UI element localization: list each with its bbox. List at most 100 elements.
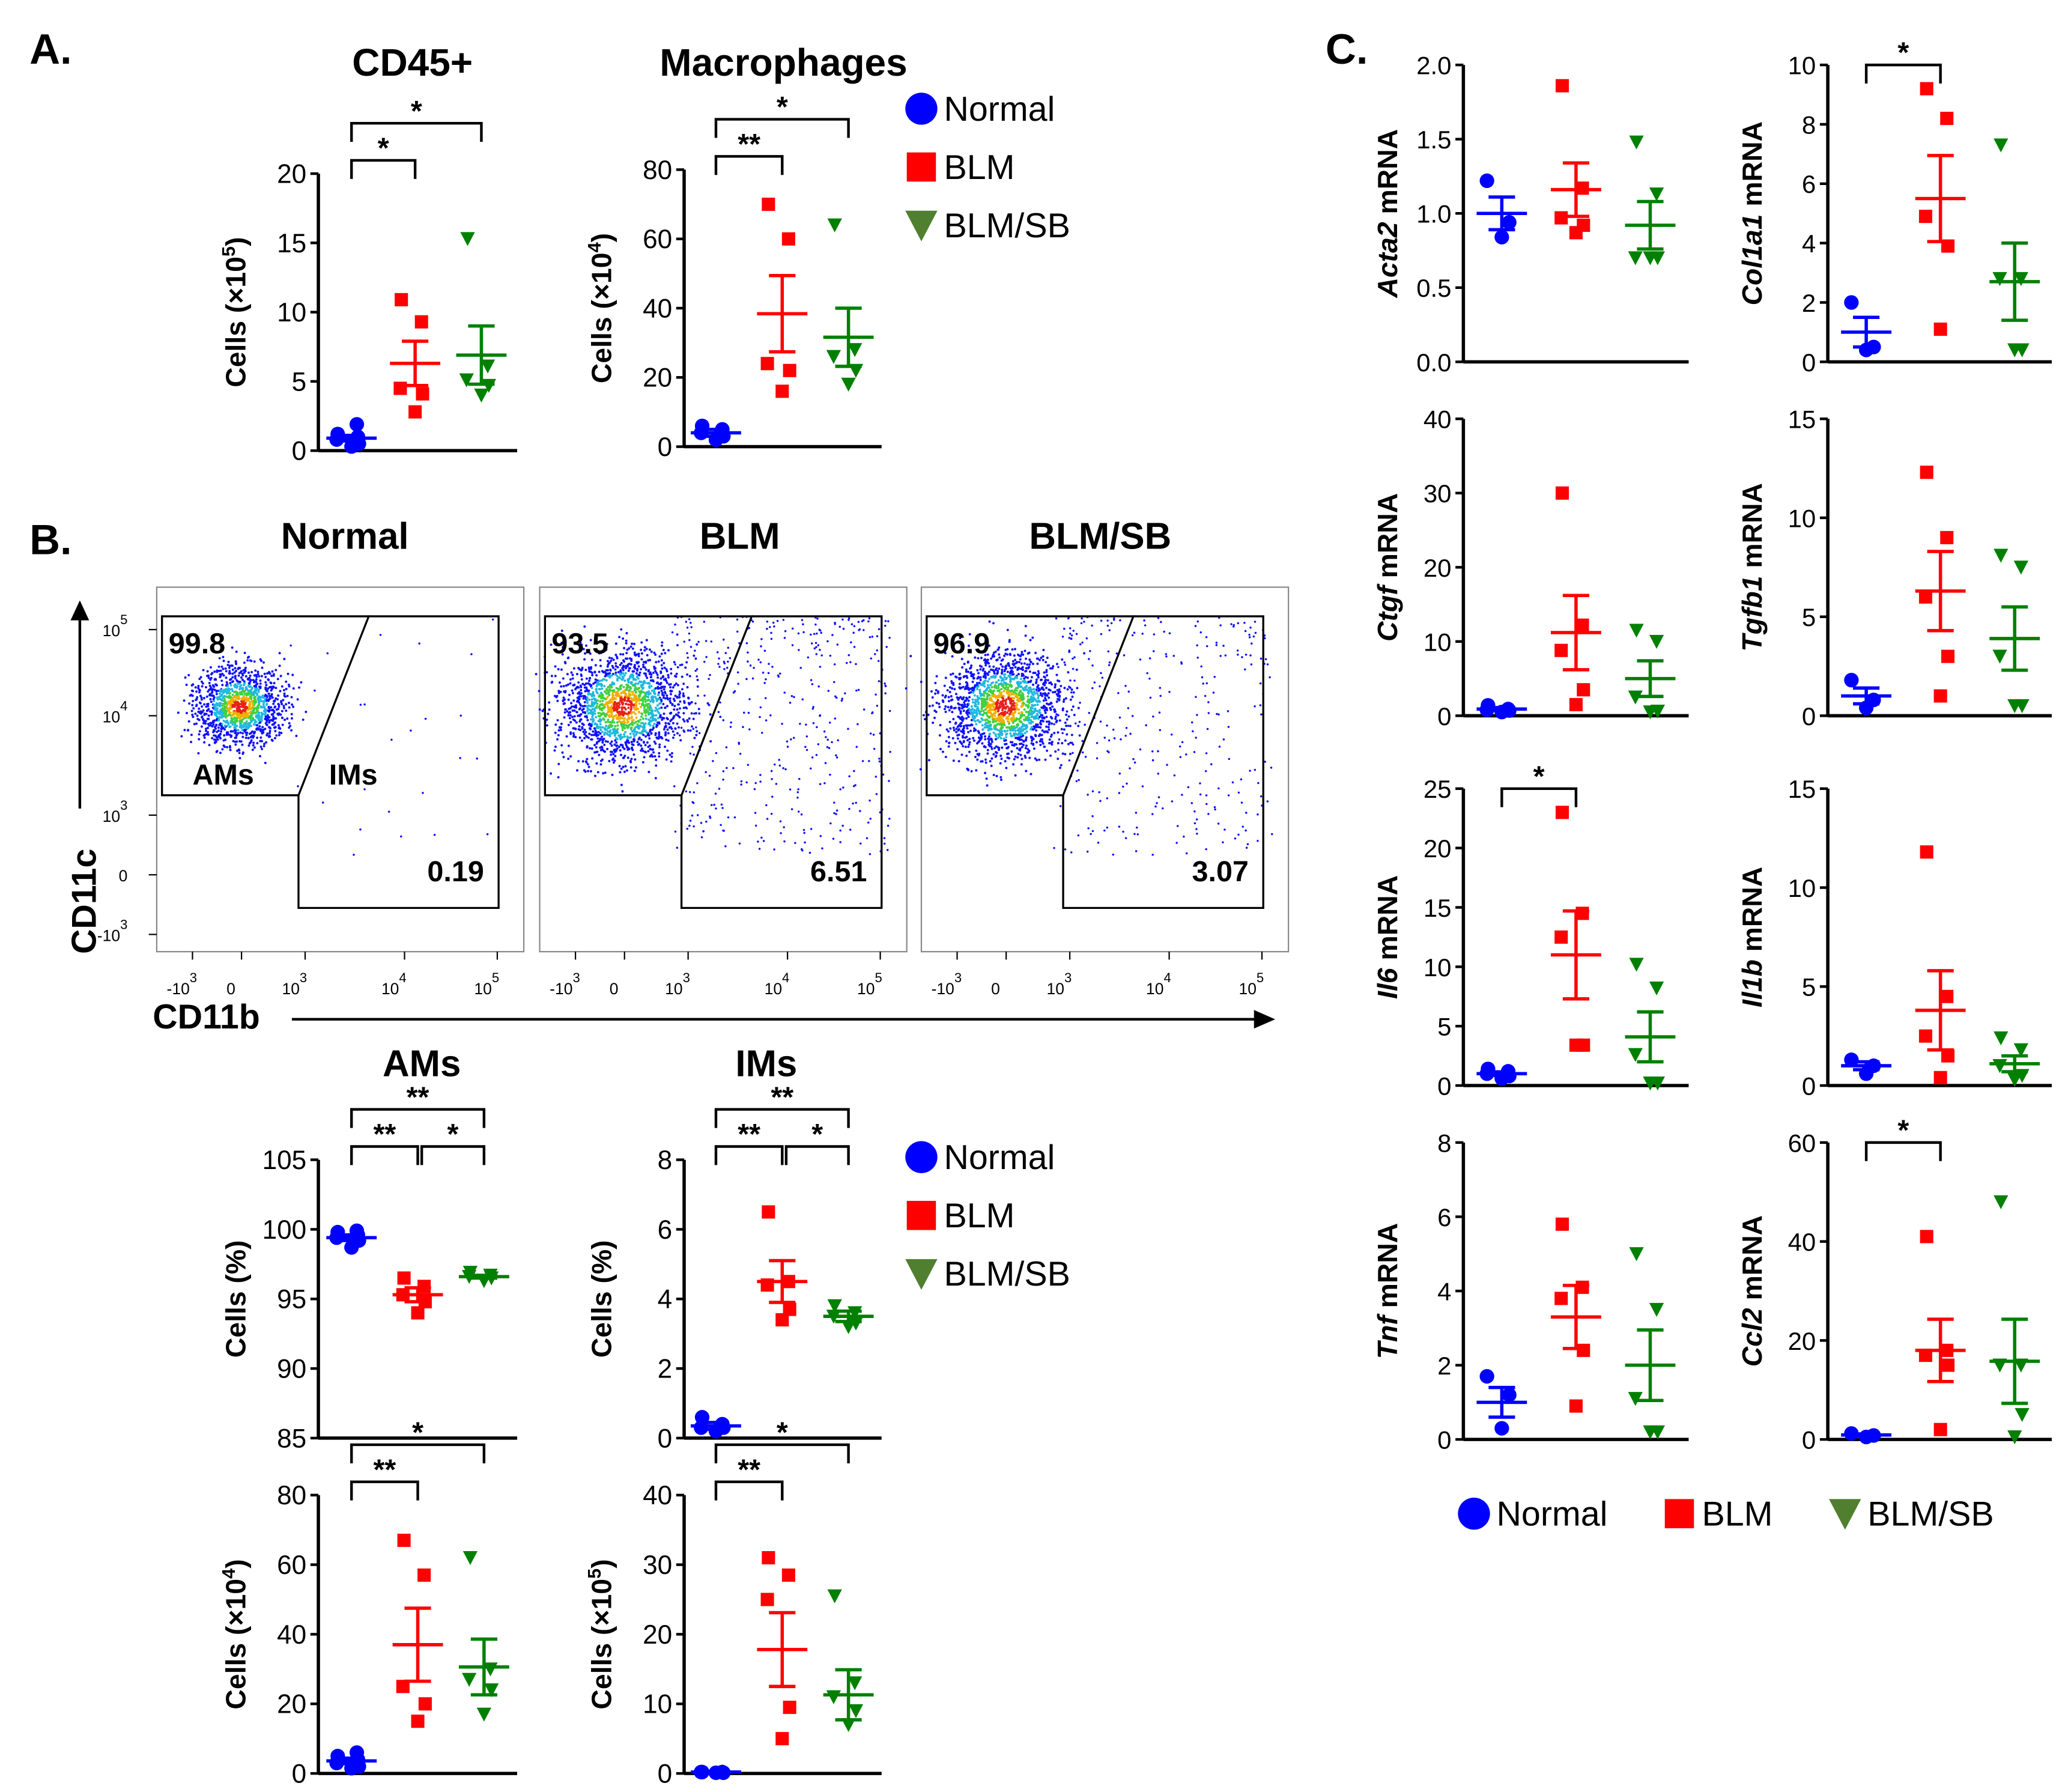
event-dot	[586, 758, 589, 761]
event-dot	[665, 738, 668, 741]
tick-base: 0	[610, 980, 619, 998]
event-dot	[1039, 740, 1042, 743]
event-dot	[300, 681, 303, 684]
event-dot	[633, 770, 636, 773]
event-dot	[655, 723, 658, 726]
event-dot	[816, 726, 818, 729]
event-dot	[663, 727, 666, 730]
event-dot	[280, 685, 284, 688]
event-dot	[1035, 725, 1038, 728]
event-dot	[1005, 767, 1008, 770]
event-dot	[1041, 686, 1044, 689]
event-dot	[205, 709, 208, 712]
event-dot	[234, 743, 237, 746]
event-dot	[410, 729, 412, 732]
event-dot	[273, 711, 276, 714]
event-dot	[804, 746, 807, 749]
event-dot	[675, 672, 678, 675]
event-dot	[554, 731, 557, 734]
event-dot	[256, 670, 259, 673]
event-dot	[584, 682, 587, 685]
event-dot	[990, 657, 993, 660]
event-dot	[255, 711, 258, 714]
event-dot	[644, 700, 647, 703]
event-dot	[188, 702, 191, 705]
event-dot	[235, 685, 238, 688]
event-dot	[664, 746, 667, 749]
event-dot	[777, 674, 780, 677]
event-dot	[237, 697, 240, 700]
event-dot	[195, 722, 198, 725]
event-dot	[722, 719, 725, 721]
event-dot	[249, 679, 252, 682]
event-dot	[975, 714, 978, 717]
event-dot	[204, 722, 207, 725]
event-dot	[235, 706, 238, 709]
event-dot	[228, 666, 231, 669]
event-dot	[632, 718, 635, 721]
event-dot	[247, 724, 250, 727]
event-dot	[247, 684, 250, 687]
event-dot	[195, 705, 198, 708]
event-dot	[981, 714, 984, 717]
event-dot	[232, 711, 235, 714]
event-dot	[780, 832, 782, 834]
event-dot	[292, 687, 295, 690]
event-dot	[956, 748, 959, 751]
event-dot	[614, 673, 617, 676]
event-dot	[635, 669, 638, 672]
event-dot	[835, 754, 837, 757]
event-dot	[694, 649, 696, 652]
event-dot	[640, 652, 643, 655]
event-dot	[586, 706, 589, 709]
event-dot	[592, 705, 595, 708]
event-dot	[770, 770, 773, 773]
event-dot	[666, 718, 669, 721]
event-dot	[666, 728, 669, 731]
event-dot	[877, 660, 880, 663]
event-dot	[225, 676, 228, 679]
event-dot	[274, 687, 277, 690]
tick-exponent: 3	[683, 970, 690, 985]
event-dot	[763, 682, 766, 684]
event-dot	[241, 702, 244, 705]
event-dot	[675, 682, 678, 685]
event-dot	[878, 760, 881, 763]
event-dot	[999, 682, 1002, 685]
event-dot	[634, 688, 637, 691]
event-dot	[1042, 658, 1045, 661]
event-dot	[233, 729, 236, 732]
event-dot	[217, 719, 220, 722]
event-dot	[888, 780, 890, 782]
event-dot	[857, 723, 859, 726]
event-dot	[222, 702, 225, 705]
event-dot	[629, 759, 632, 762]
event-dot	[667, 697, 670, 700]
event-dot	[651, 755, 654, 758]
event-dot	[610, 686, 613, 689]
event-dot	[981, 694, 983, 697]
event-dot	[203, 703, 206, 706]
event-dot	[1004, 652, 1007, 655]
event-dot	[867, 821, 870, 824]
event-dot	[578, 695, 581, 698]
event-dot	[660, 664, 663, 667]
event-dot	[610, 674, 613, 677]
event-dot	[819, 629, 822, 632]
event-dot	[210, 700, 213, 703]
event-dot	[945, 728, 948, 731]
event-dot	[1021, 687, 1024, 690]
event-dot	[620, 724, 623, 727]
event-dot	[256, 737, 259, 740]
event-dot	[198, 738, 201, 741]
event-dot	[1049, 735, 1052, 738]
event-dot	[723, 668, 726, 670]
event-dot	[363, 788, 366, 791]
event-dot	[277, 734, 280, 737]
event-dot	[979, 668, 982, 671]
event-dot	[207, 690, 210, 693]
event-dot	[601, 741, 604, 744]
event-dot	[853, 646, 856, 648]
event-dot	[977, 740, 980, 743]
event-dot	[635, 720, 638, 723]
